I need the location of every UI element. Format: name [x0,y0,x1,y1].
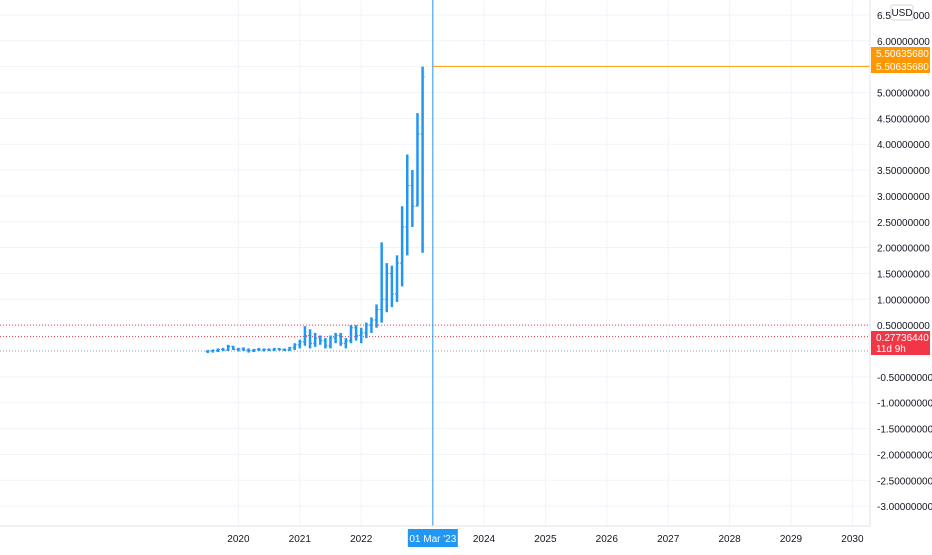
x-tick-label: 2028 [718,534,741,545]
y-tick-label: 5.00000000 [877,89,930,100]
y-tick-label: 3.00000000 [877,192,930,203]
last-price-badge [871,47,930,73]
y-tick-label: 4.50000000 [877,114,930,125]
x-tick-label: 2025 [534,534,557,545]
x-tick-label: 2030 [841,534,864,545]
x-tick-label: 2029 [780,534,803,545]
currency-badge-label: USD [891,8,912,19]
y-tick-label: -1.00000000 [877,399,932,410]
x-tick-label: 2022 [350,534,373,545]
x-tick-label: 2021 [289,534,312,545]
y-tick-label: 2.00000000 [877,244,930,255]
x-tick-label: 2020 [227,534,250,545]
countdown-label: 11d 9h [876,344,906,355]
crosshair-date-badge [407,529,458,547]
y-tick-label: 2.50000000 [877,218,930,229]
current-price-badge [871,331,930,355]
crosshair-date-label: 01 Mar '23 [409,534,456,545]
crosshair: 01 Mar '23 [407,0,458,547]
y-tick-label: 1.50000000 [877,269,930,280]
x-tick-label: 2024 [473,534,496,545]
y-tick-label: -0.50000000 [877,373,932,384]
y-tick-label: -2.50000000 [877,476,932,487]
y-tick-label: 1.00000000 [877,295,930,306]
grid-layer [0,0,870,526]
y-tick-label: 0.50000000 [877,321,930,332]
y-tick-label: -2.00000000 [877,450,932,461]
candles [205,66,425,354]
current-price-label: 0.27736440 [876,333,929,344]
x-tick-label: 2027 [657,534,680,545]
y-tick-label: -3.00000000 [877,502,932,513]
x-tick-label: 2026 [596,534,619,545]
last-price-label-top: 5.50635680 [876,49,929,60]
y-tick-label: 4.00000000 [877,140,930,151]
y-tick-label: -1.50000000 [877,425,932,436]
y-tick-label: 3.50000000 [877,166,930,177]
last-price-label-bottom: 5.50635680 [876,62,929,73]
y-tick-label: 6.00000000 [877,37,930,48]
reference-lines [0,65,870,352]
currency-badge[interactable] [890,4,914,21]
